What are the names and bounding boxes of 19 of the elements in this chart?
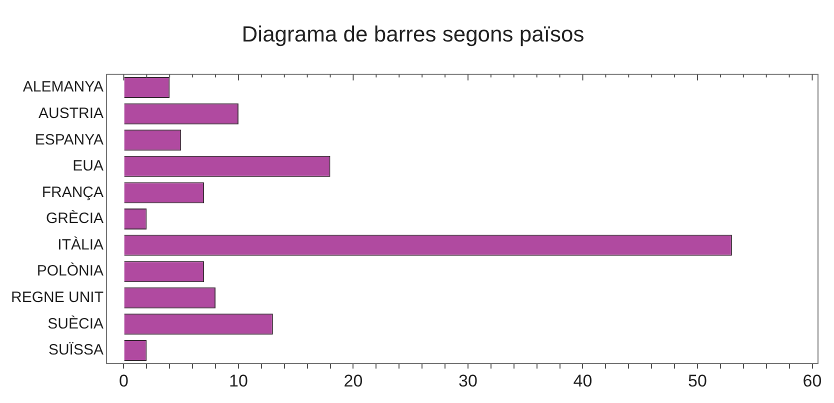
y-tick-label: GRÈCIA [46, 209, 104, 228]
y-tick-label: ALEMANYA [22, 78, 104, 96]
chart-title: Diagrama de barres segons països [242, 21, 584, 46]
y-tick-label: SUÈCIA [48, 314, 104, 332]
y-tick-label: ESPANYA [34, 131, 104, 148]
x-tick-label: 50 [688, 371, 707, 390]
y-tick-label: SUÏSSA [48, 342, 104, 359]
y-tick-label: EUA [72, 158, 104, 175]
x-tick-label: 10 [229, 371, 248, 390]
x-tick-label: 60 [802, 371, 822, 390]
y-tick-label: AUSTRIA [38, 104, 104, 122]
y-tick-label: ITÀLIA [58, 235, 104, 254]
y-tick-label: REGNE UNIT [10, 289, 104, 306]
y-tick-label: POLÒNIA [36, 262, 104, 280]
x-tick-label: 40 [573, 371, 592, 390]
x-tick-label: 20 [344, 371, 363, 390]
y-tick-label: FRANÇA [42, 184, 104, 201]
x-tick-label: 0 [118, 371, 128, 390]
x-tick-label: 30 [458, 371, 478, 390]
